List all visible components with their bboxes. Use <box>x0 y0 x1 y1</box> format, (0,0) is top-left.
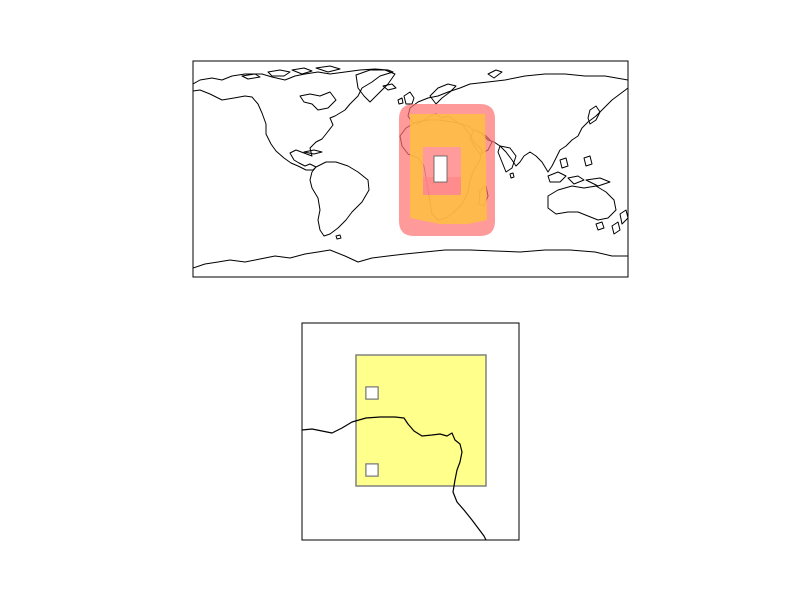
detail-map <box>301 322 520 541</box>
inner-box <box>410 114 487 224</box>
coast-tasmania <box>595 221 605 231</box>
detail-coastline <box>302 416 487 540</box>
coast-falklands <box>335 234 342 240</box>
coast-sri-lanka <box>509 172 515 179</box>
coast-arctic-islands <box>241 65 341 80</box>
coast-hudson-bay <box>299 91 337 111</box>
coast-south-america <box>309 161 370 237</box>
coast-scandinavia <box>429 83 457 105</box>
lower-hole <box>365 463 379 477</box>
coast-north-america <box>193 68 394 171</box>
coast-cuba <box>303 149 323 155</box>
coast-australia <box>547 185 617 221</box>
coast-india <box>497 145 517 173</box>
ring-hole <box>433 155 448 183</box>
world-map-frame <box>192 60 629 278</box>
detail-map-frame <box>301 322 520 541</box>
coast-antarctica <box>193 249 628 269</box>
ring <box>423 147 461 195</box>
coast-se-asia-islands <box>547 155 611 187</box>
coast-new-zealand <box>611 209 628 235</box>
coast-greenland <box>355 69 396 103</box>
coast-novaya-zemlya <box>487 69 503 79</box>
world-map <box>192 60 629 278</box>
coast-iceland <box>382 83 397 91</box>
coast-japan <box>587 105 601 125</box>
coast-british-isles <box>397 91 415 105</box>
upper-hole <box>365 386 379 400</box>
